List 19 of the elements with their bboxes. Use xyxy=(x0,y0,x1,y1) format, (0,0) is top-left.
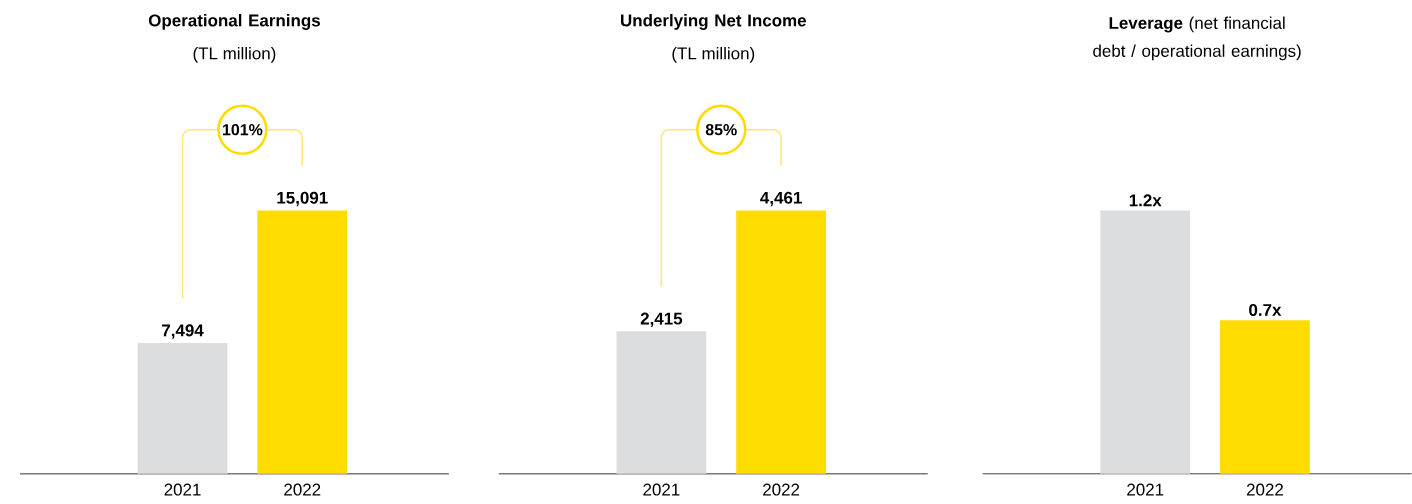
x-tick-label: 2022 xyxy=(763,483,800,496)
data-label: 0.7x xyxy=(1249,304,1282,317)
chart-title: Leverage (net financial debt / operational earnings) xyxy=(1093,16,1301,61)
chart-subtitle: (TL million) xyxy=(193,47,276,63)
data-label: 2,415 xyxy=(640,312,683,328)
text: 85% xyxy=(705,124,737,136)
x-tick-label: 2022 xyxy=(284,483,321,496)
chart-title: Underlying Net Income xyxy=(621,14,806,30)
data-label: 1.2x xyxy=(1129,194,1162,207)
x-tick-label: 2021 xyxy=(164,483,201,496)
data-label: 7,494 xyxy=(162,324,204,339)
chart-title: Operational Earnings xyxy=(148,14,320,30)
x-tick-label: 2021 xyxy=(643,483,680,496)
x-tick-label: 2022 xyxy=(1246,483,1283,496)
data-label: 4,461 xyxy=(760,191,802,207)
data-label: 15,091 xyxy=(277,191,328,207)
text: 101% xyxy=(223,124,263,136)
chart-subtitle: (TL million) xyxy=(672,47,755,63)
x-tick-label: 2021 xyxy=(1127,483,1164,496)
